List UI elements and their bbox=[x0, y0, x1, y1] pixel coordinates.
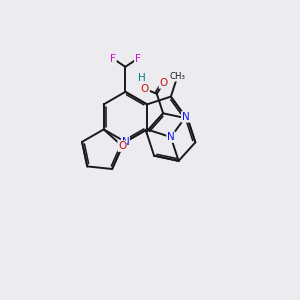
Text: N: N bbox=[182, 112, 189, 122]
Text: O: O bbox=[159, 78, 168, 88]
Text: N: N bbox=[167, 132, 175, 142]
Text: O: O bbox=[141, 84, 149, 94]
Text: CH₃: CH₃ bbox=[169, 72, 185, 81]
Text: N: N bbox=[122, 137, 129, 147]
Text: F: F bbox=[135, 54, 141, 64]
Text: H: H bbox=[138, 73, 146, 83]
Text: F: F bbox=[110, 54, 116, 64]
Text: O: O bbox=[118, 141, 126, 151]
